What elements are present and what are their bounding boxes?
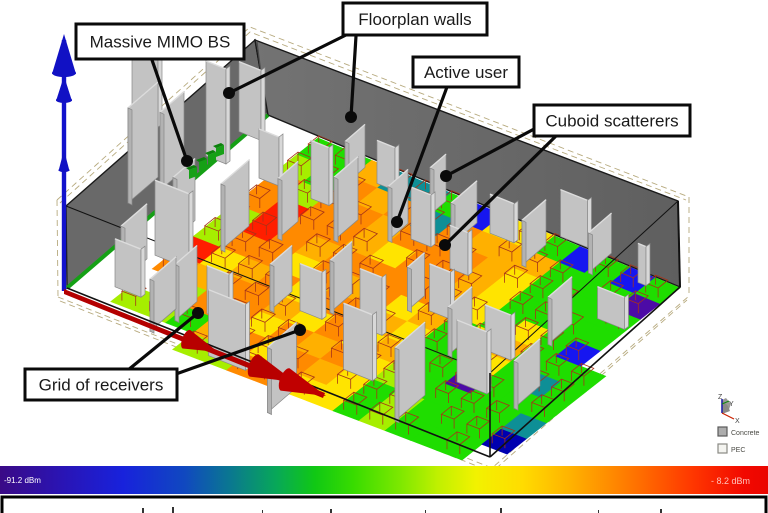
svg-text:Floorplan walls: Floorplan walls bbox=[358, 10, 471, 29]
svg-text:- 8.2 dBm: - 8.2 dBm bbox=[711, 476, 750, 486]
svg-text:Cuboid scatterers: Cuboid scatterers bbox=[545, 112, 678, 131]
svg-text:X: X bbox=[735, 418, 740, 425]
svg-text:Grid of receivers: Grid of receivers bbox=[39, 376, 164, 395]
svg-text:-91.2 dBm: -91.2 dBm bbox=[4, 476, 41, 485]
svg-text:Active user: Active user bbox=[424, 63, 508, 82]
svg-text:PEC: PEC bbox=[731, 447, 745, 454]
svg-text:Concrete: Concrete bbox=[731, 430, 760, 437]
svg-text:Massive MIMO BS: Massive MIMO BS bbox=[90, 33, 231, 52]
svg-text:Y: Y bbox=[729, 401, 734, 408]
svg-text:Z: Z bbox=[718, 394, 723, 401]
